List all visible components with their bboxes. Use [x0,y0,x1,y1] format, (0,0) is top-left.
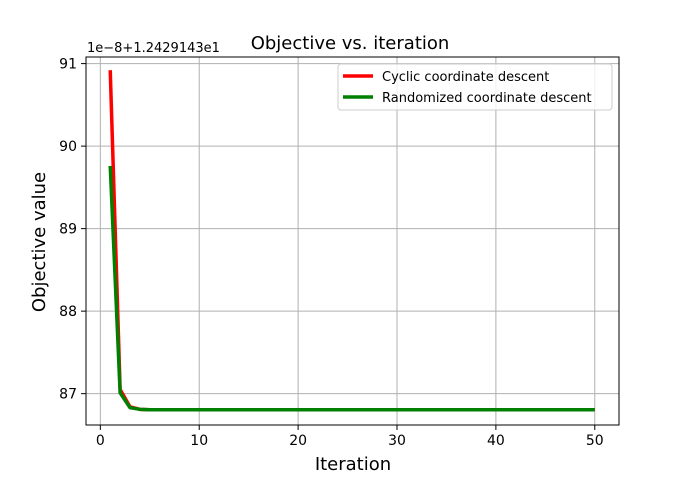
y-tick-label: 87 [59,387,77,403]
x-tick-label: 0 [96,433,105,449]
x-tick-label: 50 [586,433,604,449]
legend: Cyclic coordinate descent Randomized coo… [337,63,613,111]
axis-ticks: 0 10 20 30 40 50 87 88 89 90 91 [59,57,604,449]
series-lines [108,70,595,412]
chart-title: Objective vs. iteration [251,33,450,54]
x-tick-label: 40 [487,433,505,449]
x-tick-label: 30 [388,433,406,449]
x-axis-label: Iteration [315,454,391,475]
legend-label-cyclic: Cyclic coordinate descent [382,70,549,85]
x-tick-label: 20 [289,433,307,449]
series-line-randomized [108,165,595,412]
y-tick-label: 88 [59,304,77,320]
y-tick-label: 90 [59,139,77,155]
x-tick-label: 10 [190,433,208,449]
y-axis-label: Objective value [29,172,50,312]
y-tick-label: 91 [59,57,77,73]
y-axis-offset-label: 1e−8+1.2429143e1 [87,41,220,56]
plot-frame [85,56,620,426]
legend-label-randomized: Randomized coordinate descent [382,91,592,106]
y-tick-label: 89 [59,222,77,238]
legend-box [337,63,613,111]
